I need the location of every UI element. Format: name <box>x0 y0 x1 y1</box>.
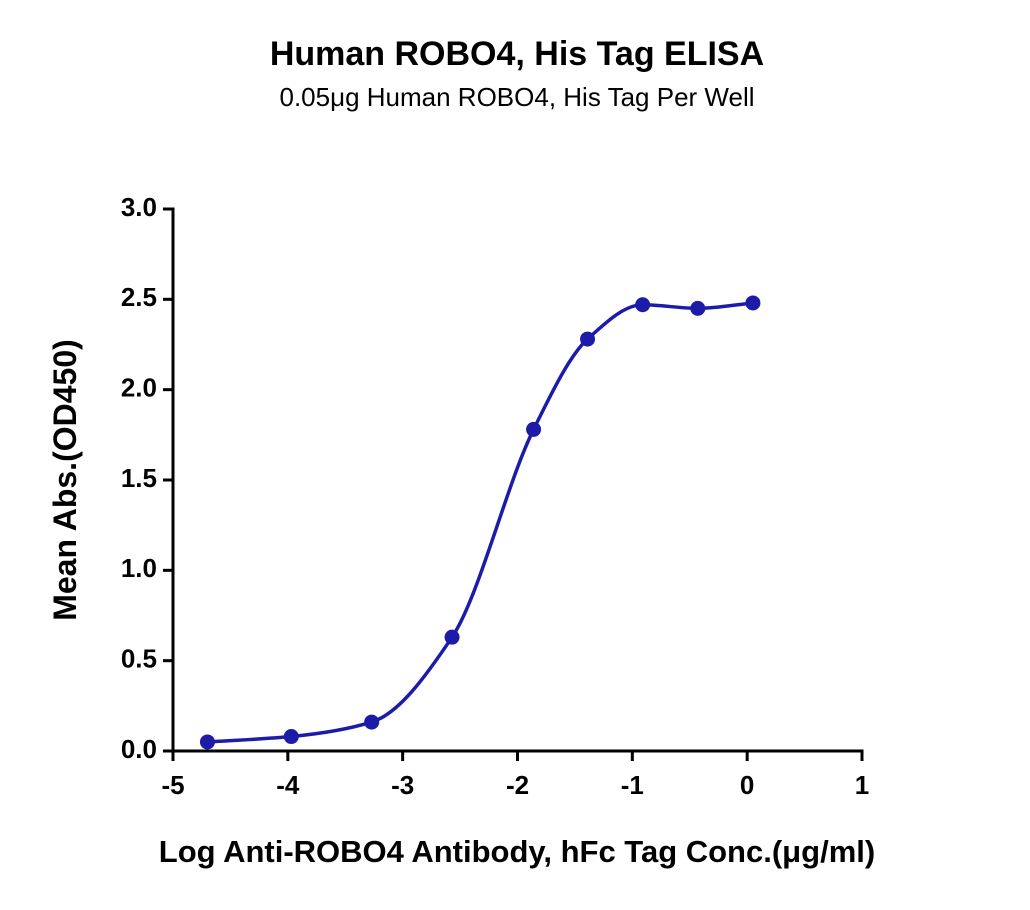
data-point <box>283 729 299 745</box>
x-tick-label: 1 <box>855 770 869 800</box>
y-axis-label: Mean Abs.(OD450) <box>47 339 83 621</box>
data-point <box>199 734 215 750</box>
x-tick-label: -5 <box>161 770 184 800</box>
fit-curve <box>207 301 754 744</box>
x-tick-label: 0 <box>740 770 754 800</box>
y-tick-label: 3.0 <box>121 192 157 222</box>
chart-title: Human ROBO4, His Tag ELISA <box>270 35 764 73</box>
y-tick-label: 1.5 <box>121 463 157 493</box>
data-point <box>580 331 596 347</box>
x-tick-label: -1 <box>621 770 644 800</box>
y-tick-label: 1.0 <box>121 553 157 583</box>
y-tick-label: 0.5 <box>121 644 157 674</box>
data-point <box>444 629 460 645</box>
data-point <box>364 714 380 730</box>
data-point <box>526 421 542 437</box>
y-tick-label: 2.5 <box>121 282 157 312</box>
x-tick-label: -4 <box>276 770 300 800</box>
chart-subtitle: 0.05μg Human ROBO4, His Tag Per Well <box>280 82 755 112</box>
x-axis-label: Log Anti-ROBO4 Antibody, hFc Tag Conc.(μ… <box>159 834 875 869</box>
y-tick-label: 2.0 <box>121 373 157 403</box>
x-tick-label: -2 <box>506 770 529 800</box>
data-point <box>690 300 706 316</box>
x-tick-label: -3 <box>391 770 414 800</box>
data-point <box>745 295 761 311</box>
data-point <box>635 297 651 313</box>
y-tick-label: 0.0 <box>121 734 157 764</box>
